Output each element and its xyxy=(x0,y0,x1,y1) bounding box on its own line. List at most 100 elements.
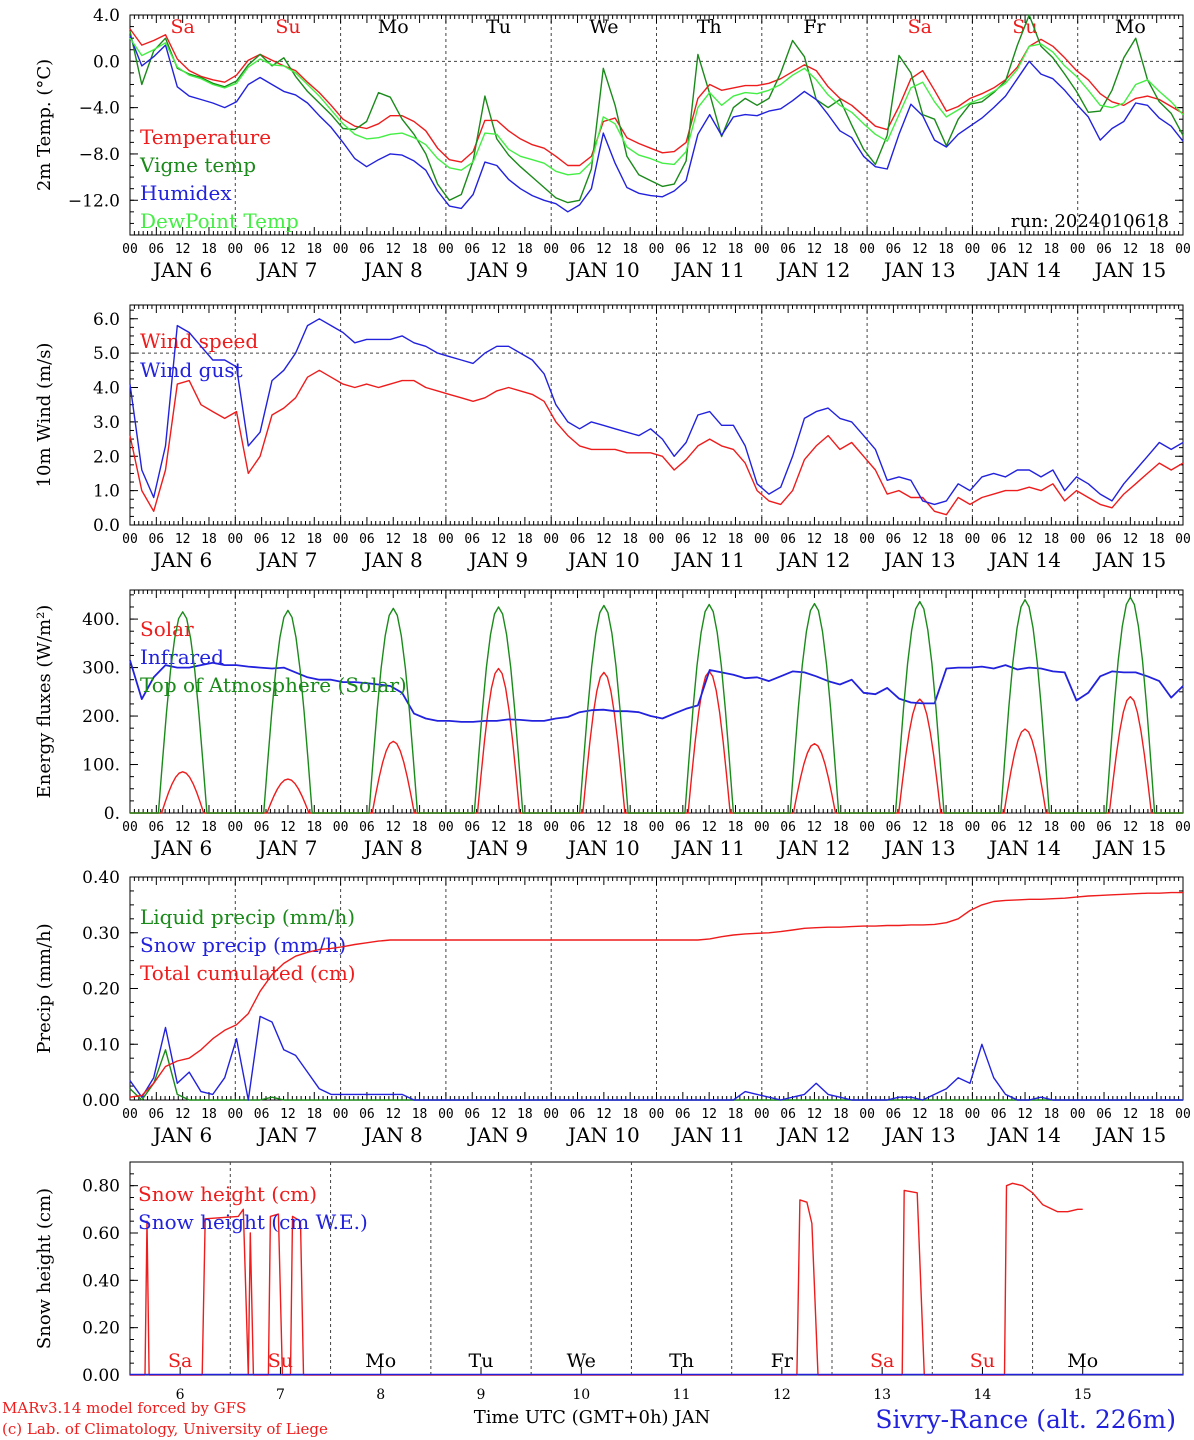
hour-tick-label: 12 xyxy=(491,242,507,257)
hour-tick-label: 12 xyxy=(1123,532,1139,547)
date-label: JAN 14 xyxy=(987,548,1061,572)
hour-tick-label: 12 xyxy=(912,820,928,835)
hour-tick-label: 00 xyxy=(965,820,981,835)
hour-tick-label: 18 xyxy=(1149,532,1165,547)
hour-tick-label: 18 xyxy=(306,820,322,835)
hour-tick-label: 06 xyxy=(780,1107,796,1122)
date-label: JAN 11 xyxy=(671,1123,745,1147)
hour-tick-label: 00 xyxy=(122,1107,138,1122)
hour-tick-label: 06 xyxy=(570,532,586,547)
hour-tick-label: 00 xyxy=(649,242,665,257)
weekday-label: Sa xyxy=(168,1350,192,1372)
day-number-label: 10 xyxy=(572,1387,590,1403)
date-label: JAN 14 xyxy=(987,258,1061,282)
date-label: JAN 13 xyxy=(882,258,956,282)
y-axis-label: Precip (mm/h) xyxy=(34,923,55,1053)
y-tick-label: 200. xyxy=(82,707,120,727)
weekday-label: Fr xyxy=(803,16,826,38)
hour-tick-label: 00 xyxy=(754,532,770,547)
hour-tick-label: 06 xyxy=(570,1107,586,1122)
hour-tick-label: 12 xyxy=(701,532,717,547)
hour-tick-label: 00 xyxy=(227,242,243,257)
weekday-label: Sa xyxy=(908,16,932,38)
hour-tick-label: 18 xyxy=(622,532,638,547)
hour-tick-label: 00 xyxy=(122,532,138,547)
hour-tick-label: 18 xyxy=(517,532,533,547)
hour-tick-label: 12 xyxy=(175,1107,191,1122)
hour-tick-label: 00 xyxy=(859,242,875,257)
y-tick-label: 300. xyxy=(82,659,120,679)
hour-tick-label: 12 xyxy=(912,242,928,257)
hour-tick-label: 18 xyxy=(1044,820,1060,835)
hour-tick-label: 12 xyxy=(280,820,296,835)
hour-tick-label: 06 xyxy=(1096,1107,1112,1122)
weekday-label: We xyxy=(567,1350,596,1372)
date-label: JAN 9 xyxy=(467,548,528,572)
hour-tick-label: 18 xyxy=(1044,1107,1060,1122)
y-tick-label: 0.00 xyxy=(82,1091,120,1111)
hour-tick-label: 00 xyxy=(1175,532,1191,547)
date-label: JAN 7 xyxy=(256,1123,317,1147)
legend-entry: Top of Atmosphere (Solar) xyxy=(140,673,407,697)
hour-tick-label: 12 xyxy=(596,532,612,547)
hour-tick-label: 12 xyxy=(491,1107,507,1122)
hour-tick-label: 12 xyxy=(280,532,296,547)
date-label: JAN 8 xyxy=(362,1123,423,1147)
y-tick-label: 6.0 xyxy=(93,310,120,330)
weekday-label: Fr xyxy=(771,1350,794,1372)
hour-tick-label: 12 xyxy=(491,532,507,547)
hour-tick-label: 12 xyxy=(912,532,928,547)
hour-tick-label: 06 xyxy=(991,532,1007,547)
hour-tick-label: 06 xyxy=(254,532,270,547)
legend-entry: Wind speed xyxy=(140,329,258,353)
y-tick-label: 4.0 xyxy=(93,379,120,399)
hour-tick-label: 00 xyxy=(333,532,349,547)
hour-tick-label: 00 xyxy=(227,532,243,547)
hour-tick-label: 06 xyxy=(464,242,480,257)
hour-tick-label: 06 xyxy=(570,242,586,257)
hour-tick-label: 00 xyxy=(859,1107,875,1122)
hour-tick-label: 06 xyxy=(675,242,691,257)
y-tick-label: −4.0 xyxy=(79,99,120,119)
hour-tick-label: 12 xyxy=(701,242,717,257)
date-label: JAN 10 xyxy=(566,258,640,282)
y-axis-label: 10m Wind (m/s) xyxy=(34,343,55,488)
hour-tick-label: 00 xyxy=(754,1107,770,1122)
date-label: JAN 13 xyxy=(882,1123,956,1147)
date-label: JAN 8 xyxy=(362,258,423,282)
y-tick-label: 0.60 xyxy=(82,1224,120,1244)
footer-model: MARv3.14 model forced by GFS xyxy=(2,1399,246,1417)
hour-tick-label: 00 xyxy=(649,1107,665,1122)
hour-tick-label: 00 xyxy=(649,532,665,547)
date-label: JAN 6 xyxy=(151,836,212,860)
hour-tick-label: 00 xyxy=(649,820,665,835)
hour-tick-label: 00 xyxy=(965,242,981,257)
hour-tick-label: 00 xyxy=(122,242,138,257)
y-axis-label: Energy fluxes (W/m²) xyxy=(34,605,55,799)
hour-tick-label: 00 xyxy=(1175,242,1191,257)
series-line xyxy=(129,318,1184,506)
hour-tick-label: 06 xyxy=(675,820,691,835)
hour-tick-label: 18 xyxy=(622,1107,638,1122)
date-label: JAN 7 xyxy=(256,258,317,282)
day-number-label: 6 xyxy=(176,1387,185,1403)
y-tick-label: 5.0 xyxy=(93,344,120,364)
y-tick-label: 0. xyxy=(104,804,120,824)
hour-tick-label: 00 xyxy=(1070,532,1086,547)
legend-entry: Snow height (cm W.E.) xyxy=(138,1210,368,1234)
hour-tick-label: 06 xyxy=(780,820,796,835)
date-label: JAN 12 xyxy=(777,1123,851,1147)
weekday-label: Mo xyxy=(1115,16,1146,38)
legend-entry: DewPoint Temp xyxy=(140,209,299,233)
hour-tick-label: 00 xyxy=(438,820,454,835)
hour-tick-label: 06 xyxy=(148,820,164,835)
weekday-label: Mo xyxy=(378,16,409,38)
day-number-label: 11 xyxy=(673,1387,691,1403)
day-number-label: 14 xyxy=(974,1387,992,1403)
hour-tick-label: 00 xyxy=(543,532,559,547)
hour-tick-label: 00 xyxy=(1070,1107,1086,1122)
y-tick-label: −8.0 xyxy=(79,145,120,165)
hour-tick-label: 18 xyxy=(833,532,849,547)
hour-tick-label: 18 xyxy=(306,1107,322,1122)
